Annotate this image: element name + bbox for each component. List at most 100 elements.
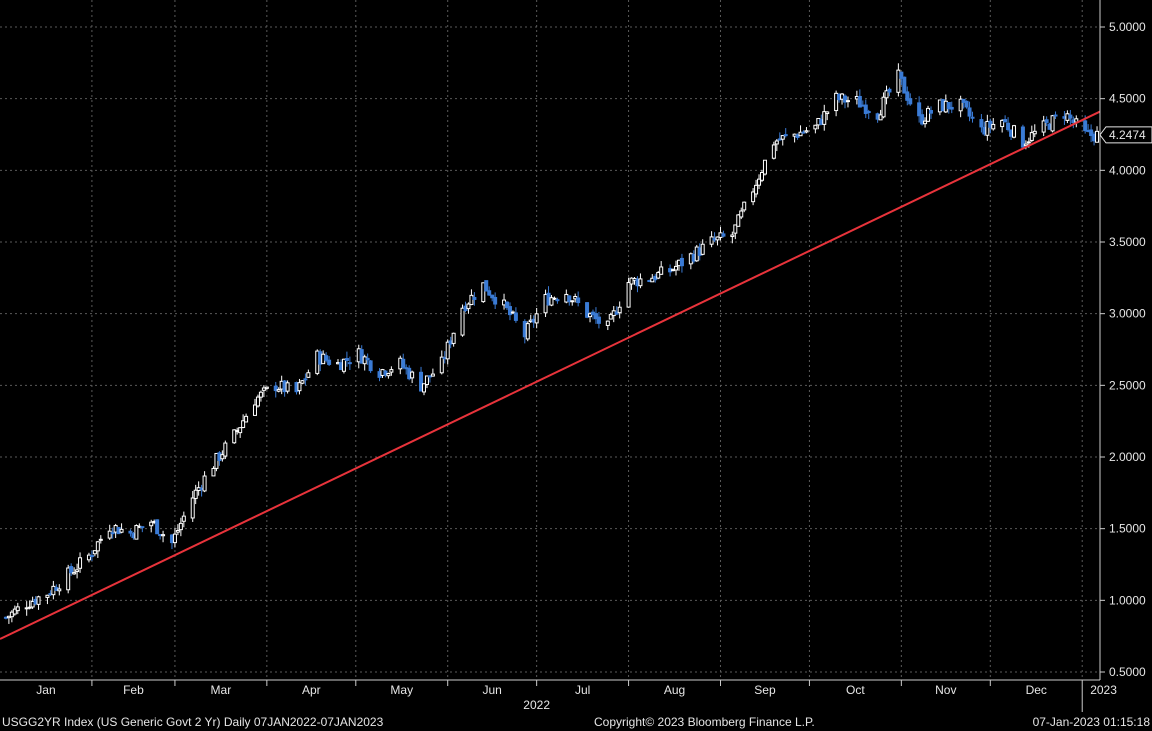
- candle-body: [181, 515, 186, 522]
- grid-lines: [0, 0, 1100, 680]
- y-tick-label: 4.5000: [1109, 92, 1146, 106]
- candle-body: [36, 596, 41, 605]
- candle-body: [881, 96, 886, 118]
- candle-body: [991, 123, 996, 130]
- candle-body: [801, 131, 806, 134]
- candle-body: [928, 110, 933, 114]
- candle-body: [1023, 143, 1028, 147]
- candle-body: [715, 236, 720, 241]
- candle-body: [679, 257, 684, 267]
- candle-body: [771, 144, 776, 159]
- candle-body: [202, 475, 207, 492]
- x-tick-label: Oct: [846, 683, 865, 697]
- candle-body: [1026, 141, 1031, 144]
- candle-body: [134, 525, 139, 540]
- last-value-label: 4.2474: [1109, 128, 1146, 142]
- candle-body: [626, 282, 631, 308]
- candle-body: [365, 357, 370, 361]
- candle-body: [845, 100, 850, 103]
- candle-body: [445, 341, 450, 360]
- candle-body: [884, 90, 889, 99]
- candle-body: [709, 236, 714, 245]
- candle-body: [798, 131, 803, 137]
- candle-body: [490, 294, 495, 299]
- y-tick-label: 0.5000: [1109, 665, 1146, 679]
- candle-body: [261, 387, 266, 391]
- candle-body: [92, 550, 97, 555]
- candle-body: [958, 98, 963, 112]
- y-tick-label: 2.5000: [1109, 378, 1146, 392]
- candle-body: [297, 382, 302, 392]
- candle-body: [107, 530, 112, 539]
- candle-body: [238, 427, 243, 434]
- candle-body: [964, 100, 969, 108]
- candle-body: [866, 111, 871, 114]
- candle-body: [89, 555, 94, 558]
- candle-body: [638, 278, 643, 287]
- candle-body: [57, 588, 62, 592]
- candle-body: [1003, 119, 1008, 123]
- candle-body: [347, 362, 352, 365]
- x-tick-label: May: [390, 683, 413, 697]
- candle-body: [264, 386, 269, 389]
- candle-body: [303, 378, 308, 381]
- x-tick-label: Feb: [123, 683, 144, 697]
- candle-body: [389, 369, 394, 373]
- candle-body: [66, 567, 71, 591]
- candle-body: [733, 224, 738, 234]
- candle-body: [252, 404, 257, 416]
- y-tick-label: 2.0000: [1109, 450, 1146, 464]
- candle-body: [211, 467, 216, 477]
- candle-body: [344, 358, 349, 362]
- candle-body: [507, 306, 512, 316]
- candle-body: [401, 358, 406, 368]
- candle-body: [69, 566, 74, 574]
- candle-body: [605, 320, 610, 326]
- candle-body: [751, 191, 756, 203]
- candle-body: [834, 92, 839, 112]
- candle-body: [979, 119, 984, 128]
- candle-body: [460, 307, 465, 336]
- candle-body: [98, 538, 103, 541]
- candle-body: [155, 519, 160, 535]
- candle-body: [244, 415, 249, 423]
- candle-body: [762, 159, 767, 175]
- candle-body: [1020, 126, 1025, 148]
- y-tick-label: 3.5000: [1109, 235, 1146, 249]
- y-tick-label: 1.0000: [1109, 593, 1146, 607]
- candle-body: [617, 306, 622, 314]
- x-tick-label: Jul: [575, 683, 590, 697]
- candle-body: [1032, 130, 1037, 135]
- last-value-box: [1099, 126, 1152, 144]
- candle-body: [887, 88, 892, 93]
- timestamp-label: 07-Jan-2023 01:15:18: [1032, 715, 1150, 729]
- candle-body: [629, 277, 634, 285]
- candle-body: [95, 541, 100, 552]
- candle-body: [110, 532, 115, 535]
- candle-body: [481, 282, 486, 303]
- candle-body: [549, 297, 554, 306]
- candle-body: [30, 600, 35, 608]
- candle-body: [1012, 125, 1017, 138]
- candle-body: [555, 299, 560, 302]
- candle-body: [178, 522, 183, 531]
- candle-body: [327, 359, 332, 365]
- candle-body: [505, 301, 510, 309]
- candle-body: [419, 371, 424, 392]
- candle-body: [258, 391, 263, 398]
- candle-body: [843, 95, 848, 103]
- candle-body: [896, 69, 901, 93]
- x-tick-label: Jan: [36, 683, 55, 697]
- candle-body: [1044, 119, 1049, 123]
- candle-body: [341, 358, 346, 372]
- candle-body: [949, 106, 954, 110]
- candle-body: [149, 521, 154, 527]
- y-axis: 5.0000 4.5000 4.0000 3.5000 3.0000 2.5000 2.00…: [1099, 0, 1146, 680]
- candle-body: [410, 371, 415, 379]
- candle-body: [813, 124, 818, 130]
- candle-body: [430, 373, 435, 377]
- x-tick-label: Aug: [664, 683, 685, 697]
- candle-body: [193, 489, 198, 499]
- candle-body: [917, 102, 922, 117]
- candle-body: [220, 454, 225, 460]
